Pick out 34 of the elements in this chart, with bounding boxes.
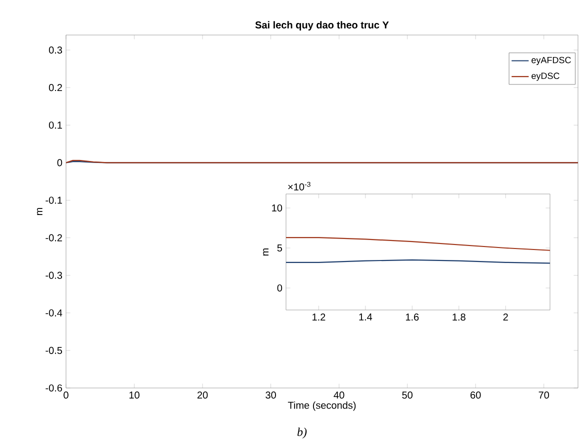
x-tick-label: 1.4 xyxy=(359,314,372,320)
y-tick-label: 10 xyxy=(272,204,282,212)
y-tick-label: -0.4 xyxy=(46,309,62,316)
legend-label: eyDSC xyxy=(532,72,560,81)
annotation: ×10$^{-3}$ xyxy=(288,182,310,190)
y-tick-label: -0.6 xyxy=(46,384,62,392)
x-tick-label: 1.6 xyxy=(406,314,419,321)
x-tick-label: 0 xyxy=(64,392,68,399)
x-tick-label: 40 xyxy=(334,392,344,399)
x-tick-label: 70 xyxy=(538,392,550,399)
x-tick-label: 2 xyxy=(503,314,508,320)
legend-label: eyAFDSC xyxy=(532,56,571,66)
x-tick-label: 20 xyxy=(197,392,208,399)
y-tick-label: -0.1 xyxy=(46,196,62,204)
y-tick-label: 0.2 xyxy=(48,84,62,92)
x-axis-title: Time (seconds) xyxy=(288,401,356,411)
x-tick-label: 10 xyxy=(129,392,140,399)
y-tick-label: 0 xyxy=(277,284,282,292)
y-tick-label: 0 xyxy=(57,159,62,166)
x-tick-label: 1.8 xyxy=(452,314,466,321)
x-tick-label: 1.2 xyxy=(312,314,326,320)
y-tick-label: -0.2 xyxy=(46,234,62,242)
chart-title: Sai lech quy dao theo truc Y xyxy=(255,21,389,30)
text: b) xyxy=(297,428,307,438)
y-axis-title: m xyxy=(263,248,268,256)
x-tick-label: 50 xyxy=(402,392,413,399)
y-tick-label: 0.3 xyxy=(48,46,62,54)
y-tick-label: 5 xyxy=(277,244,282,252)
y-axis-title: m xyxy=(36,208,42,216)
x-tick-label: 30 xyxy=(266,392,276,399)
y-tick-label: -0.3 xyxy=(46,272,62,279)
y-tick-label: -0.5 xyxy=(46,346,62,354)
x-tick-label: 60 xyxy=(470,392,481,399)
y-tick-label: 0.1 xyxy=(48,122,62,129)
